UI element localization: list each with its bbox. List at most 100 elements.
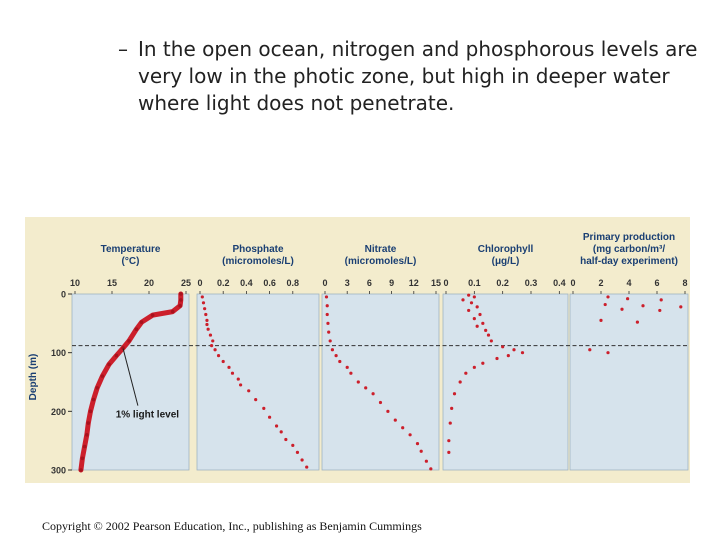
panel-4-point-11 (606, 351, 610, 355)
panel-3-tick-label-4: 0.4 (553, 278, 566, 288)
panel-2-point-20 (419, 449, 423, 453)
light-level-label: 1% light level (116, 410, 180, 421)
panel-1-point-5 (205, 322, 209, 327)
panel-background-3 (442, 293, 569, 471)
panel-2-tick-label-5: 15 (431, 278, 441, 288)
panel-4-point-3 (603, 302, 607, 307)
panel-3-point-1 (472, 295, 476, 299)
panel-2-tick-label-0: 0 (322, 278, 327, 288)
panel-1-point-16 (239, 383, 243, 387)
panel-background-1 (196, 293, 320, 471)
panel-3-point-13 (501, 345, 505, 349)
panel-background-4 (569, 293, 689, 471)
panel-2-point-16 (393, 418, 397, 422)
panel-3-point-12 (489, 339, 493, 343)
temperature-point-9 (114, 353, 119, 358)
panel-3-point-22 (452, 392, 457, 396)
panel-2-point-3 (326, 321, 330, 325)
panel-2-point-7 (334, 354, 338, 358)
panel-title-1-line-1: (micromoles/L) (222, 256, 294, 267)
panel-0-tick-label-3: 25 (181, 278, 191, 288)
panel-1-point-8 (211, 339, 215, 343)
panel-1-point-9 (210, 344, 214, 348)
panel-4-tick-label-0: 0 (570, 278, 575, 288)
panel-title-0-line-0: Temperature (101, 244, 161, 255)
panel-3-point-19 (472, 365, 476, 369)
panel-3-point-4 (475, 305, 479, 309)
panel-2-point-12 (364, 386, 368, 390)
panel-3-point-25 (447, 439, 451, 443)
temperature-point-3 (170, 309, 175, 314)
bullet-point: – In the open ocean, nitrogen and phosph… (118, 36, 703, 117)
panel-title-1-line-0: Phosphate (232, 244, 284, 255)
panel-3-point-16 (506, 354, 510, 358)
panel-4-tick-label-4: 8 (682, 278, 687, 288)
panel-3-point-24 (448, 421, 452, 425)
panel-title-0-line-1: (°C) (122, 256, 140, 267)
temperature-point-14 (88, 409, 93, 414)
panel-1-point-12 (221, 359, 225, 364)
panel-2-point-2 (325, 312, 329, 317)
panel-1-point-11 (216, 354, 221, 358)
panel-4-point-10 (588, 348, 592, 352)
panel-2-point-9 (345, 365, 349, 369)
copyright-notice: Copyright © 2002 Pearson Education, Inc.… (42, 519, 422, 533)
panel-4-point-0 (606, 295, 610, 299)
temperature-point-11 (100, 374, 105, 378)
panel-3-point-14 (512, 348, 516, 352)
panel-4-point-5 (679, 305, 683, 309)
panel-3-point-2 (461, 298, 465, 302)
panel-0-tick-label-0: 10 (70, 278, 80, 288)
panel-4-point-9 (635, 320, 640, 324)
panel-1-tick-label-0: 0 (197, 278, 202, 288)
panel-3-point-15 (520, 351, 525, 355)
temperature-point-6 (134, 327, 139, 331)
temperature-point-15 (86, 421, 91, 425)
panel-1-point-21 (274, 424, 279, 428)
temperature-point-12 (95, 386, 99, 390)
panel-title-3-line-1: (μg/L) (492, 256, 520, 267)
panel-3-point-23 (450, 406, 454, 410)
panel-3-tick-label-2: 0.2 (496, 278, 509, 288)
panel-3-point-20 (464, 371, 468, 375)
panel-2-point-15 (386, 409, 390, 413)
temperature-point-2 (178, 303, 182, 308)
panel-4-tick-label-1: 2 (598, 278, 603, 288)
panel-title-3-line-0: Chlorophyll (478, 244, 534, 255)
panel-1-point-6 (206, 327, 210, 331)
panel-title-4-line-2: half-day experiment) (580, 256, 678, 267)
panel-3-tick-label-0: 0 (443, 278, 448, 288)
panel-2-point-22 (429, 467, 433, 471)
temperature-point-7 (127, 339, 131, 343)
temperature-point-19 (79, 468, 83, 472)
temperature-profile-line (78, 291, 184, 473)
panel-1-point-24 (291, 443, 295, 447)
panel-1-point-1 (201, 301, 206, 305)
panel-4-point-7 (658, 308, 662, 313)
panel-2-point-21 (424, 459, 428, 463)
panel-1-point-14 (230, 371, 235, 375)
panel-3-point-7 (472, 317, 476, 321)
panel-3-point-0 (467, 293, 471, 297)
panel-1-point-4 (205, 318, 209, 322)
panel-background-2 (321, 293, 440, 471)
panel-3-point-8 (481, 321, 485, 325)
panel-1-point-7 (208, 333, 213, 337)
temperature-point-10 (107, 362, 111, 367)
panel-3-tick-label-1: 0.1 (468, 278, 481, 288)
depth-tick-label-3: 300 (51, 466, 66, 476)
panel-1-tick-label-2: 0.4 (240, 278, 253, 288)
temperature-point-4 (150, 313, 155, 317)
panel-2-point-17 (401, 426, 405, 430)
panel-1-point-27 (305, 465, 309, 469)
panel-2-point-14 (378, 400, 383, 405)
panel-1-point-17 (247, 389, 251, 393)
panel-3-point-21 (458, 380, 462, 384)
panel-3-point-26 (447, 450, 451, 454)
panel-2-tick-label-3: 9 (389, 278, 394, 288)
panel-2-point-6 (330, 348, 334, 352)
panel-2-point-1 (325, 304, 329, 308)
panel-3-point-3 (469, 301, 474, 305)
panel-1-point-18 (254, 398, 258, 402)
